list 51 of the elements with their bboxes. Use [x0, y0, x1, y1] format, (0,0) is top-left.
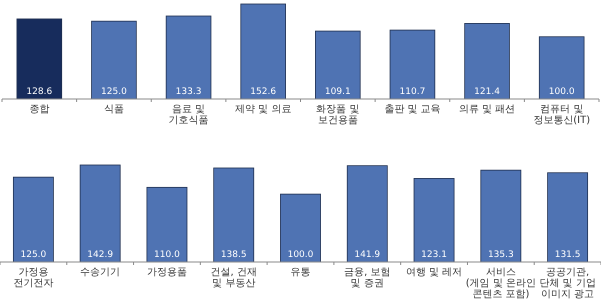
bar	[280, 194, 321, 262]
bar	[16, 18, 62, 100]
x-tick-label: 화장품 및 보건용품	[316, 104, 360, 126]
bar	[91, 20, 137, 100]
bar	[414, 178, 454, 262]
x-tick-label: 수송기기	[80, 267, 120, 278]
data-label: 121.4	[474, 87, 500, 97]
bar	[390, 30, 436, 100]
bar	[240, 4, 286, 100]
x-tick-label: 금융, 보험 및 증권	[344, 267, 390, 289]
bar	[166, 16, 212, 100]
data-label: 123.1	[421, 250, 447, 260]
bar	[464, 23, 510, 100]
data-label: 110.0	[154, 250, 180, 260]
x-tick-label: 의류 및 패션	[458, 104, 516, 115]
x-tick-label: 서비스 (게임 및 온라인 콘텐츠 포함)	[466, 267, 536, 300]
x-tick-label: 식품	[104, 104, 124, 115]
data-label: 138.5	[220, 250, 247, 260]
data-label: 152.6	[250, 87, 276, 97]
data-label: 128.6	[26, 87, 52, 97]
x-tick-label: 유통	[290, 267, 310, 278]
x-tick-label: 가정용 전기전자	[13, 267, 54, 289]
bar	[538, 36, 584, 100]
data-label: 142.9	[87, 250, 114, 260]
data-label: 109.1	[324, 87, 351, 97]
data-label: 100.0	[548, 87, 575, 97]
x-tick-label: 컴퓨터 및 정보통신(IT)	[533, 104, 590, 126]
data-label: 100.0	[288, 250, 314, 260]
data-label: 131.5	[554, 250, 580, 260]
x-tick-label: 제약 및 의료	[235, 104, 292, 115]
x-tick-label: 종합	[29, 104, 50, 115]
data-label: 135.3	[488, 250, 514, 260]
data-label: 133.3	[176, 87, 202, 97]
bar	[346, 165, 388, 262]
data-label: 125.0	[101, 87, 128, 97]
x-tick-label: 음료 및 기호식품	[168, 104, 209, 126]
x-tick-label: 건설, 건재 및 부동산	[210, 267, 257, 289]
x-tick-label: 여행 및 레저	[406, 267, 462, 278]
bar	[146, 186, 188, 262]
bar	[315, 30, 361, 100]
bar	[12, 176, 54, 262]
bar	[480, 170, 522, 262]
bar	[547, 172, 588, 262]
data-label: 141.9	[354, 250, 380, 260]
x-tick-label: 공공기관, 단체 및 기업 이미지 광고	[539, 267, 596, 300]
x-tick-label: 출판 및 교육	[384, 104, 441, 115]
x-tick-label: 가정용품	[146, 267, 187, 278]
bar	[213, 168, 254, 262]
bar	[80, 164, 121, 262]
data-label: 125.0	[20, 250, 47, 260]
data-label: 110.7	[400, 87, 426, 97]
